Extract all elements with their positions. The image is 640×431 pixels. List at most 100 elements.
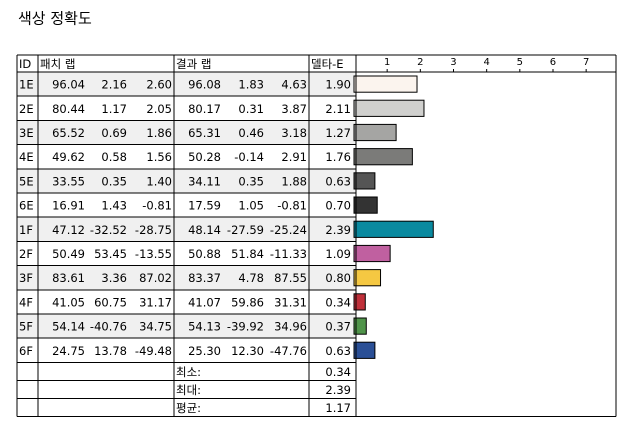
row-id: 2E xyxy=(19,102,34,116)
delta-e: 0.63 xyxy=(325,344,351,358)
result-lab: 41.07 xyxy=(188,295,221,309)
row-shade xyxy=(17,217,356,242)
delta-bar xyxy=(353,148,413,166)
result-lab: 48.14 xyxy=(188,223,221,237)
row-id: 6F xyxy=(19,344,33,358)
summary-label: 최대: xyxy=(176,383,201,397)
patch-lab: 1.17 xyxy=(101,102,127,116)
delta-bar xyxy=(353,220,434,238)
delta-bar xyxy=(353,123,397,142)
delta-e: 0.63 xyxy=(325,174,351,188)
result-lab: -0.81 xyxy=(277,199,307,213)
patch-lab: 80.44 xyxy=(52,102,85,116)
result-lab: 80.17 xyxy=(188,102,221,116)
x-tick-label: 2 xyxy=(417,57,423,68)
result-lab: -47.76 xyxy=(270,344,307,358)
delta-e: 0.80 xyxy=(325,271,351,285)
result-lab: 25.30 xyxy=(188,344,221,358)
patch-lab: 2.05 xyxy=(146,102,172,116)
result-lab: 31.31 xyxy=(274,295,307,309)
delta-bar xyxy=(353,341,376,359)
delta-bar xyxy=(353,269,382,287)
result-lab: 54.13 xyxy=(188,320,221,334)
patch-lab: -32.52 xyxy=(90,223,127,237)
result-lab: 0.46 xyxy=(238,126,264,140)
x-tick-label: 5 xyxy=(517,57,523,68)
delta-bar xyxy=(353,317,367,335)
row-id: 4E xyxy=(19,150,34,164)
patch-lab: 54.14 xyxy=(52,320,85,334)
result-lab: 0.31 xyxy=(238,102,264,116)
result-lab: 65.31 xyxy=(188,126,221,140)
row-id: 2F xyxy=(19,247,33,261)
patch-lab: 53.45 xyxy=(94,247,127,261)
result-lab: 4.78 xyxy=(238,271,264,285)
patch-lab: 0.58 xyxy=(101,150,127,164)
summary-label: 최소: xyxy=(176,365,201,379)
row-shade xyxy=(17,72,356,97)
patch-lab: -28.75 xyxy=(135,223,172,237)
patch-lab: 1.86 xyxy=(146,126,172,140)
result-lab: 1.05 xyxy=(238,199,264,213)
result-lab: 50.88 xyxy=(188,247,221,261)
row-shade xyxy=(17,168,356,193)
result-lab: 17.59 xyxy=(188,199,221,213)
header: ID xyxy=(19,57,31,71)
result-lab: 51.84 xyxy=(231,247,264,261)
x-tick-label: 4 xyxy=(483,57,489,68)
patch-lab: 16.91 xyxy=(52,199,85,213)
delta-e: 1.76 xyxy=(325,150,351,164)
result-lab: 34.11 xyxy=(188,174,221,188)
patch-lab: 0.69 xyxy=(101,126,127,140)
patch-lab: 1.56 xyxy=(146,150,172,164)
result-lab: 87.55 xyxy=(274,271,307,285)
result-lab: 50.28 xyxy=(188,150,221,164)
delta-e: 0.34 xyxy=(325,295,351,309)
delta-e: 2.11 xyxy=(325,102,351,116)
summary-value: 1.17 xyxy=(325,401,351,415)
result-lab: 34.96 xyxy=(274,320,307,334)
title: 색상 정확도 xyxy=(18,10,92,28)
patch-lab: 34.75 xyxy=(139,320,172,334)
summary-value: 0.34 xyxy=(325,365,351,379)
result-lab: -25.24 xyxy=(270,223,307,237)
patch-lab: 2.60 xyxy=(146,78,172,92)
result-lab: -39.92 xyxy=(227,320,264,334)
patch-lab: -49.48 xyxy=(135,344,172,358)
patch-lab: 96.04 xyxy=(52,78,85,92)
result-lab: 12.30 xyxy=(231,344,264,358)
delta-bar xyxy=(353,293,366,311)
x-tick-label: 6 xyxy=(550,57,556,68)
result-lab: 59.86 xyxy=(231,295,264,309)
result-lab: -27.59 xyxy=(227,223,264,237)
row-id: 5F xyxy=(19,320,33,334)
patch-lab: -40.76 xyxy=(90,320,127,334)
result-lab: 3.18 xyxy=(281,126,307,140)
delta-bar xyxy=(353,196,378,214)
patch-lab: 87.02 xyxy=(139,271,172,285)
delta-e: 1.27 xyxy=(325,126,351,140)
x-tick-label: 1 xyxy=(384,57,390,68)
row-id: 3E xyxy=(19,126,34,140)
delta-e: 0.70 xyxy=(325,199,351,213)
delta-e: 2.39 xyxy=(325,223,351,237)
patch-lab: 60.75 xyxy=(94,295,127,309)
row-shade xyxy=(17,265,356,290)
delta-e: 0.37 xyxy=(325,320,351,334)
patch-lab: 41.05 xyxy=(52,295,85,309)
row-shade xyxy=(17,120,356,145)
x-tick-label: 3 xyxy=(450,57,456,68)
patch-lab: 47.12 xyxy=(52,223,85,237)
row-id: 3F xyxy=(19,271,33,285)
result-lab: 96.08 xyxy=(188,78,221,92)
result-lab: 3.87 xyxy=(281,102,307,116)
header: 결과 랩 xyxy=(176,57,211,71)
patch-lab: 50.49 xyxy=(52,247,85,261)
patch-lab: 0.35 xyxy=(101,174,127,188)
header: 패치 랩 xyxy=(40,57,75,71)
summary-label: 평균: xyxy=(176,401,201,415)
patch-lab: 2.16 xyxy=(101,78,127,92)
row-id: 6E xyxy=(19,199,34,213)
delta-bar xyxy=(353,75,418,93)
